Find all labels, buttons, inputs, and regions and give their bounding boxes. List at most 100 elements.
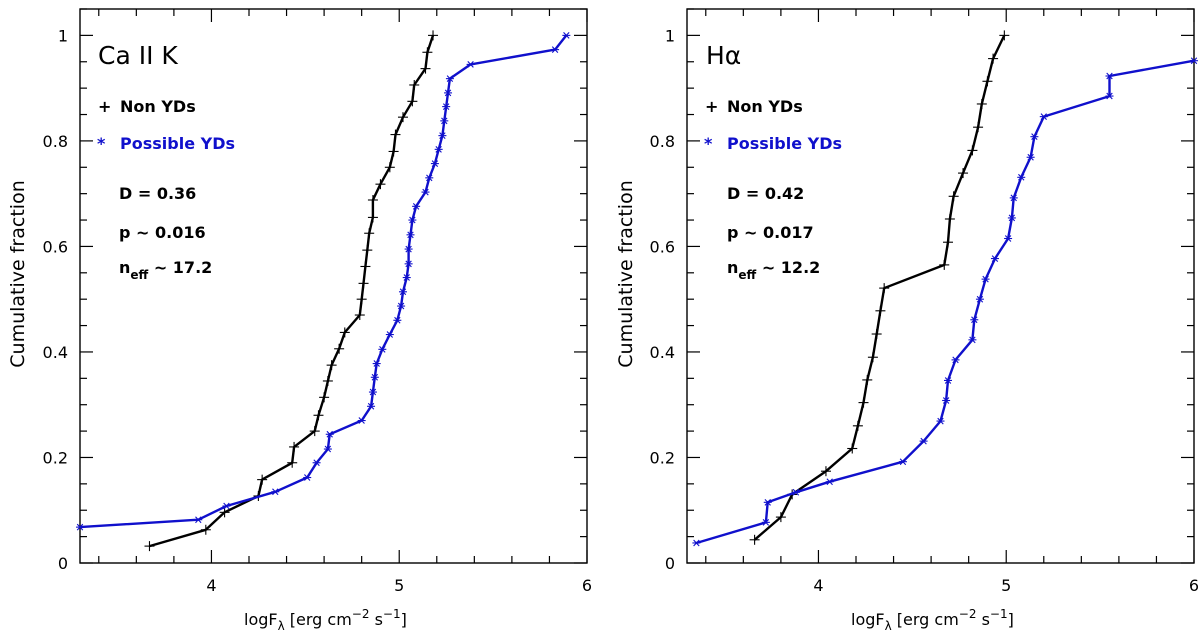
plot-frame-right	[686, 8, 1195, 564]
x-axis-title-right: logFλ [erg cm−2 s−1]	[851, 607, 1014, 633]
y-tick-labels-left: 0 0.2 0.4 0.6 0.8 1	[43, 26, 68, 573]
data-point-possible-yd	[990, 255, 999, 262]
y-tick-label: 1	[665, 26, 675, 45]
y-tick-label: 0.2	[43, 448, 68, 467]
data-point-possible-yd	[421, 188, 430, 196]
data-point-possible-yd	[981, 275, 990, 283]
data-point-non-yd	[428, 30, 439, 41]
data-point-non-yd	[354, 310, 365, 321]
data-point-possible-yd	[761, 518, 770, 526]
y-tick-label: 0	[665, 554, 675, 573]
data-point-possible-yd	[1030, 133, 1039, 141]
x-axis-unit-open-left: [erg cm	[285, 610, 352, 629]
x-axis-sub-left: λ	[278, 619, 285, 633]
data-point-possible-yd	[1190, 57, 1198, 65]
data-point-non-yd	[326, 360, 337, 371]
series-group-right	[692, 30, 1198, 547]
y-tick-label: 0	[58, 554, 68, 573]
data-point-non-yd	[867, 352, 878, 363]
data-point-non-yd	[287, 457, 298, 468]
x-axis-main-right: logF	[851, 610, 885, 629]
data-point-non-yd	[879, 283, 890, 294]
data-point-non-yd	[862, 374, 873, 385]
data-point-possible-yd	[368, 388, 377, 396]
data-point-possible-yd	[402, 274, 411, 281]
data-point-possible-yd	[970, 316, 979, 324]
x-axis-unit-mid-left: s	[370, 610, 383, 629]
data-point-possible-yd	[440, 117, 449, 125]
stat-d-right: D = 0.42	[727, 184, 804, 203]
data-point-possible-yd	[372, 360, 381, 367]
data-point-non-yd	[388, 146, 399, 157]
y-tick-labels-right: 0 0.2 0.4 0.6 0.8 1	[650, 26, 675, 573]
data-point-possible-yd	[76, 523, 84, 531]
x-tick-label: 4	[206, 576, 216, 595]
x-tick-label: 6	[582, 576, 592, 595]
data-point-non-yd	[257, 474, 268, 485]
data-point-non-yd	[356, 294, 367, 305]
x-axis-sup2-right: −1	[990, 607, 1008, 621]
data-point-possible-yd	[398, 288, 407, 296]
data-point-non-yd	[390, 129, 401, 140]
stat-d-left: D = 0.36	[119, 184, 196, 203]
x-tick-labels-left: 4 5 6	[206, 576, 592, 595]
data-point-non-yd	[852, 420, 863, 431]
y-tick-label: 0.4	[650, 343, 675, 362]
data-point-possible-yd	[438, 132, 447, 140]
data-point-possible-yd	[763, 498, 772, 506]
data-point-possible-yd	[1009, 194, 1018, 202]
data-point-non-yd	[360, 261, 371, 272]
data-point-possible-yd	[325, 430, 334, 438]
data-point-non-yd	[409, 79, 420, 90]
data-point-non-yd	[871, 329, 882, 340]
legend-label-non-yd-right: Non YDs	[727, 97, 803, 116]
y-tick-label: 0.4	[43, 343, 68, 362]
data-point-possible-yd	[1007, 214, 1016, 222]
data-point-possible-yd	[412, 202, 421, 210]
x-axis-unit-mid-right: s	[977, 610, 990, 629]
data-point-possible-yd	[404, 260, 413, 268]
data-point-non-yd	[988, 53, 999, 64]
y-tick-label: 0.2	[650, 448, 675, 467]
x-tick-label: 5	[394, 576, 404, 595]
data-point-non-yd	[219, 507, 230, 518]
x-tick-label: 5	[1001, 576, 1011, 595]
data-point-non-yd	[407, 96, 418, 107]
data-point-possible-yd	[408, 216, 417, 224]
x-axis-sup1-left: −2	[352, 607, 370, 621]
data-point-possible-yd	[303, 474, 312, 481]
legend-marker-non-yd-right: +	[705, 97, 718, 116]
data-point-possible-yd	[975, 295, 984, 303]
data-point-non-yd	[847, 443, 858, 454]
x-tick-label: 6	[1189, 576, 1199, 595]
data-point-possible-yd	[919, 437, 928, 445]
stat-neff-val-left: ~ 17.2	[148, 258, 212, 277]
plot-frame-left	[79, 8, 588, 564]
data-point-possible-yd	[312, 459, 321, 467]
stat-neff-main-left: n	[119, 258, 130, 277]
y-tick-label: 0.8	[43, 132, 68, 151]
data-point-non-yd	[999, 30, 1010, 41]
data-point-non-yd	[358, 278, 369, 289]
x-tick-label: 4	[813, 576, 823, 595]
data-point-possible-yd	[357, 417, 366, 424]
data-point-possible-yd	[385, 331, 394, 338]
data-point-possible-yd	[222, 502, 231, 510]
x-axis-sup2-left: −1	[383, 607, 401, 621]
data-point-possible-yd	[323, 445, 332, 453]
data-point-non-yd	[948, 191, 959, 202]
x-axis-title-left: logFλ [erg cm−2 s−1]	[244, 607, 407, 633]
data-point-possible-yd	[944, 377, 953, 384]
data-point-non-yd	[944, 213, 955, 224]
tick-marks-left	[80, 8, 588, 564]
data-point-possible-yd	[1105, 72, 1114, 80]
x-axis-unit-close-right: ]	[1008, 610, 1014, 629]
data-point-non-yd	[958, 168, 969, 179]
data-point-non-yd	[973, 122, 984, 133]
data-point-possible-yd	[692, 539, 701, 547]
data-point-possible-yd	[397, 302, 406, 310]
y-tick-label: 0.6	[43, 237, 68, 256]
data-point-possible-yd	[271, 488, 280, 496]
data-point-non-yd	[422, 47, 433, 58]
